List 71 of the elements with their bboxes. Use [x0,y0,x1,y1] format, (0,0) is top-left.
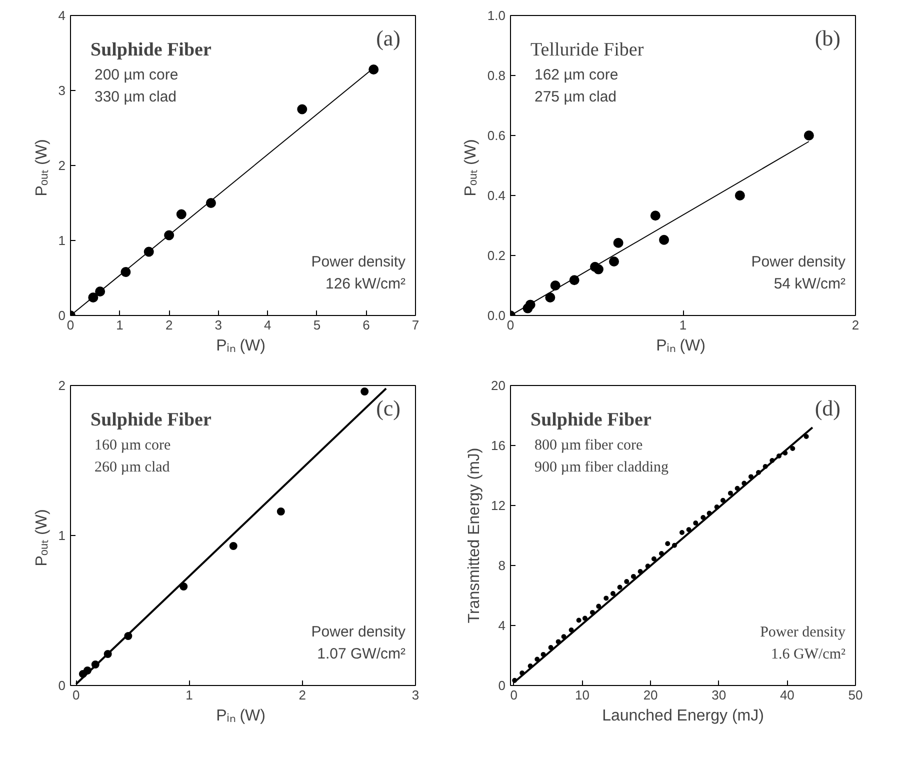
x-tick-label: 30 [712,688,726,702]
y-tick-label: 1 [58,233,66,248]
annotation: 162 µm core [534,66,618,84]
annotation: Sulphide Fiber [90,410,212,430]
annotation: 1.6 GW/cm² [771,646,846,662]
x-tick-label: 7 [412,318,420,332]
y-axis-title: Pₒᵤₜ (W) [33,139,50,196]
y-tick-label: 0 [498,678,506,693]
x-tick-label: 6 [362,318,370,332]
annotation: 1.07 GW/cm² [317,646,406,662]
x-tick-label: 5 [313,318,321,332]
x-tick-label: 1 [116,318,124,332]
y-tick-label: 20 [491,378,506,393]
annotation: 330 µm clad [94,88,177,106]
x-tick-label: 2 [165,318,173,332]
x-axis-title: Launched Energy (mJ) [602,708,764,724]
annotation: 900 µm fiber cladding [534,460,670,476]
y-tick-label: 0.0 [487,308,506,323]
annotation: 800 µm fiber core [534,438,644,454]
y-tick-label: 3 [58,83,66,98]
y-tick-label: 0.4 [487,188,506,203]
y-tick-label: 1.0 [487,8,506,23]
annotation: (a) [376,26,401,50]
annotation: Sulphide Fiber [530,410,652,430]
annotation: (c) [376,396,401,420]
annotation: Sulphide Fiber [90,40,212,60]
x-tick-label: 20 [643,688,658,702]
y-tick-label: 0.6 [487,128,506,143]
x-axis-title: Pᵢₙ (W) [216,708,266,724]
x-tick-label: 0 [72,688,80,702]
x-tick-label: 2 [298,688,306,702]
annotation: 275 µm clad [534,88,617,106]
y-tick-label: 16 [491,438,506,453]
y-tick-label: 4 [58,8,66,23]
y-axis-title: Pₒᵤₜ (W) [462,139,480,196]
annotation: Power density [760,624,846,640]
y-tick-label: 12 [491,498,506,513]
annotation: 260 µm clad [94,460,170,476]
annotation: (d) [814,396,841,420]
annotation: Power density [751,254,846,270]
x-tick-label: 50 [848,688,863,702]
x-tick-label: 40 [780,688,794,702]
annotation: 54 kW/cm² [774,276,846,292]
annotation: Power density [311,624,406,640]
y-tick-label: 0 [58,308,66,323]
y-tick-label: 0.2 [487,248,506,263]
x-axis-title: Pᵢₙ (W) [216,338,266,354]
annotation: 160 µm core [94,438,171,454]
x-tick-label: 1 [679,318,687,332]
annotation: Telluride Fiber [530,40,644,60]
x-tick-label: 4 [264,318,272,332]
x-tick-label: 10 [575,688,590,702]
annotation: Power density [311,254,406,270]
y-tick-label: 0 [58,678,66,693]
y-tick-label: 2 [58,158,66,173]
y-axis-title: Pₒᵤₜ (W) [33,509,50,566]
annotation: (b) [814,26,841,50]
x-tick-label: 3 [214,318,222,332]
annotation: 200 µm core [94,66,178,84]
x-tick-label: 0 [510,688,518,702]
y-tick-label: 2 [58,378,66,393]
x-tick-label: 3 [412,688,420,702]
y-tick-label: 4 [498,618,506,633]
x-tick-label: 1 [186,688,193,702]
annotation: 126 kW/cm² [325,276,406,292]
x-tick-label: 2 [852,318,860,332]
y-tick-label: 8 [498,558,506,573]
y-tick-label: 1 [58,528,66,543]
y-tick-label: 0.8 [487,68,506,83]
y-axis-title: Transmitted Energy (mJ) [466,448,484,624]
x-axis-title: Pᵢₙ (W) [656,338,706,354]
